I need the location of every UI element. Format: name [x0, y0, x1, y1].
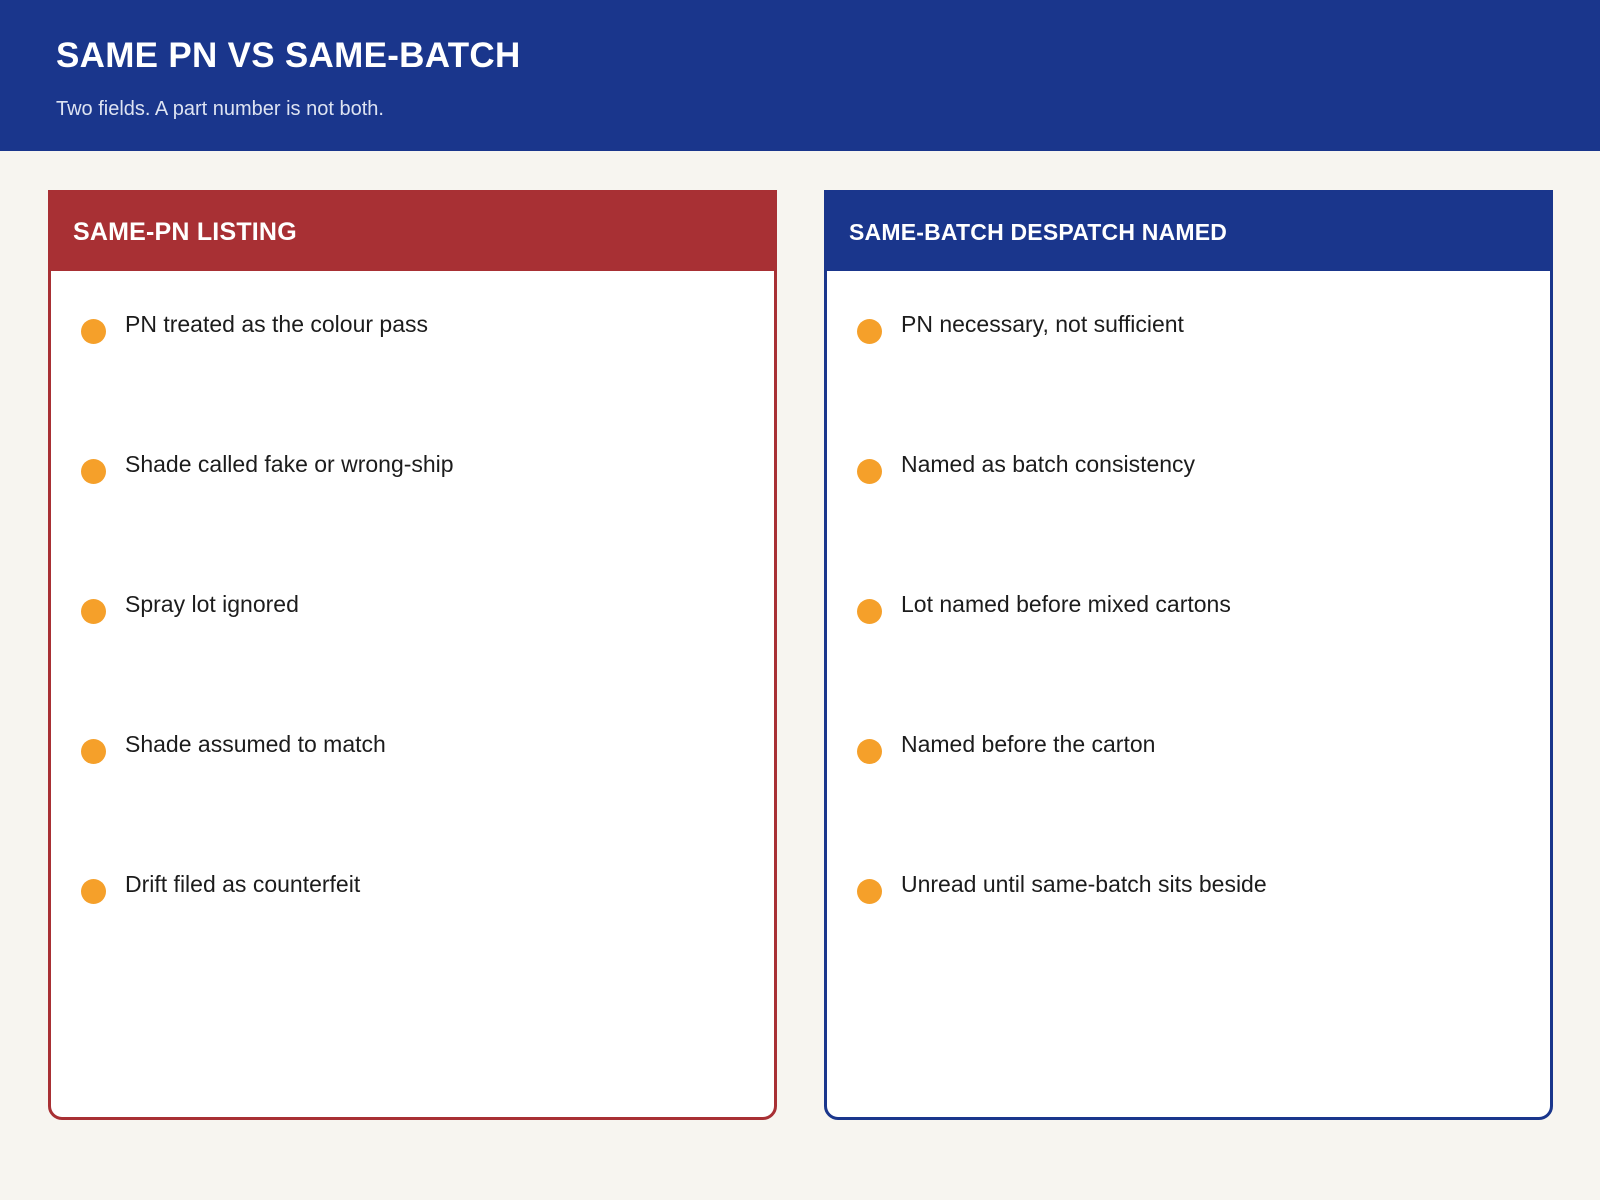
list-item: Unread until same-batch sits beside	[857, 871, 1517, 911]
panel-title: SAME-PN LISTING	[73, 217, 297, 246]
item-label: Named as batch consistency	[901, 451, 1196, 477]
bullet-dot-icon	[857, 459, 882, 484]
item-label: Unread until same-batch sits beside	[901, 871, 1267, 897]
list-item: Shade called fake or wrong-ship	[81, 451, 741, 491]
item-label: Named before the carton	[901, 731, 1156, 757]
bullet-dot-icon	[857, 319, 882, 344]
item-label: Shade called fake or wrong-ship	[125, 451, 454, 477]
bullet-dot-icon	[81, 599, 106, 624]
list-item: Spray lot ignored	[81, 591, 741, 631]
bullet-dot-icon	[857, 739, 882, 764]
same-batch-despatch-panel: SAME-BATCH DESPATCH NAMED PN necessary, …	[824, 190, 1553, 1120]
page-title: SAME PN VS SAME-BATCH	[56, 36, 521, 75]
bullet-dot-icon	[857, 599, 882, 624]
list-item: Lot named before mixed cartons	[857, 591, 1517, 631]
same-pn-listing-panel: SAME-PN LISTING PN treated as the colour…	[48, 190, 777, 1120]
bullet-dot-icon	[81, 879, 106, 904]
list-item: Drift filed as counterfeit	[81, 871, 741, 911]
panel-header: SAME-PN LISTING	[51, 193, 774, 271]
item-label: Spray lot ignored	[125, 591, 299, 617]
list-item: Named before the carton	[857, 731, 1517, 771]
list-item: PN treated as the colour pass	[81, 311, 741, 351]
list-item: Shade assumed to match	[81, 731, 741, 771]
item-label: PN necessary, not sufficient	[901, 311, 1184, 337]
bullet-dot-icon	[81, 319, 106, 344]
page-subtitle: Two fields. A part number is not both.	[56, 98, 384, 120]
bullet-dot-icon	[81, 459, 106, 484]
item-label: Lot named before mixed cartons	[901, 591, 1231, 617]
list-item: PN necessary, not sufficient	[857, 311, 1517, 351]
item-label: Drift filed as counterfeit	[125, 871, 361, 897]
panel-header: SAME-BATCH DESPATCH NAMED	[827, 193, 1550, 271]
bullet-dot-icon	[857, 879, 882, 904]
item-label: PN treated as the colour pass	[125, 311, 428, 337]
panel-title: SAME-BATCH DESPATCH NAMED	[849, 218, 1228, 245]
list-item: Named as batch consistency	[857, 451, 1517, 491]
bullet-dot-icon	[81, 739, 106, 764]
item-label: Shade assumed to match	[125, 731, 386, 757]
header-banner: SAME PN VS SAME-BATCH Two fields. A part…	[0, 0, 1600, 151]
